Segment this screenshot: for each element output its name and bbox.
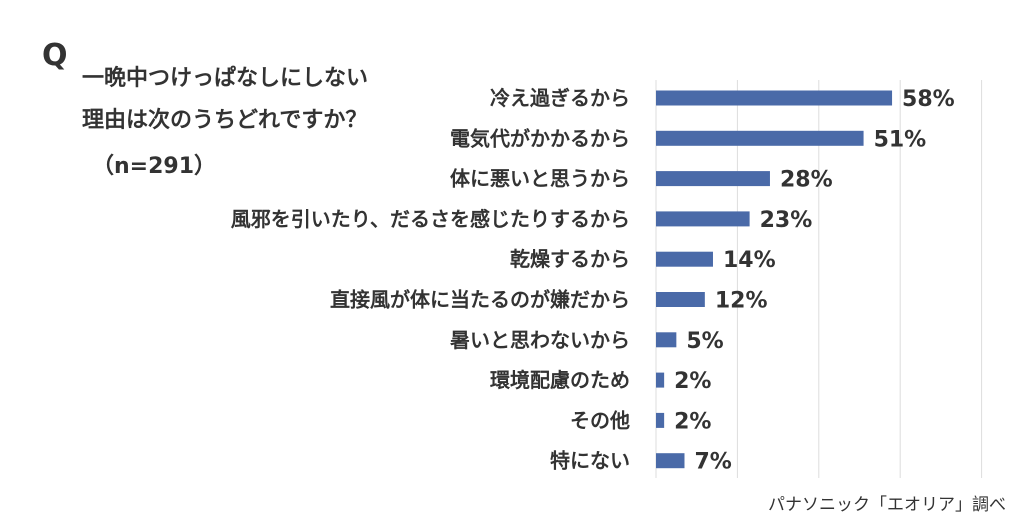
value-label: 12% [715, 289, 768, 314]
bar [656, 372, 665, 388]
sample-size: （n=291） [92, 154, 217, 179]
value-label: 58% [902, 87, 955, 112]
value-label: 5% [686, 329, 723, 354]
category-label: 体に悪いと思うから [450, 167, 630, 191]
bar [656, 332, 677, 348]
category-label: 暑いと思わないから [450, 328, 630, 352]
category-label: 電気代がかかるから [450, 126, 630, 150]
bar [656, 453, 685, 469]
category-label: その他 [570, 408, 630, 432]
question-text-line-1: 一晩中つけっぱなしにしない [82, 66, 369, 91]
bar [656, 211, 750, 227]
bar [656, 292, 705, 307]
bar [656, 412, 665, 428]
bar [656, 171, 770, 187]
source-note: パナソニック「エオリア」調べ [768, 495, 1006, 515]
question-text-line-2: 理由は次のうちどれですか？ [82, 108, 368, 133]
value-label: 2% [674, 409, 711, 434]
category-label: 乾燥するから [510, 247, 630, 271]
value-label: 51% [874, 127, 927, 152]
value-label: 2% [674, 369, 711, 394]
category-label: 冷え過ぎるから [490, 86, 630, 110]
category-label: 特にない [550, 449, 630, 473]
question-mark: Q [42, 38, 68, 73]
bar [656, 130, 864, 146]
bar [656, 251, 713, 267]
value-label: 28% [780, 168, 833, 193]
value-label: 7% [694, 450, 731, 475]
category-label: 風邪を引いたり、だるさを感じたりするから [231, 207, 630, 231]
value-label: 23% [760, 208, 813, 233]
value-label: 14% [723, 248, 776, 273]
bar [656, 90, 893, 106]
category-label: 直接風が体に当たるのが嫌だから [330, 288, 630, 312]
category-label: 環境配慮のため [490, 368, 630, 392]
